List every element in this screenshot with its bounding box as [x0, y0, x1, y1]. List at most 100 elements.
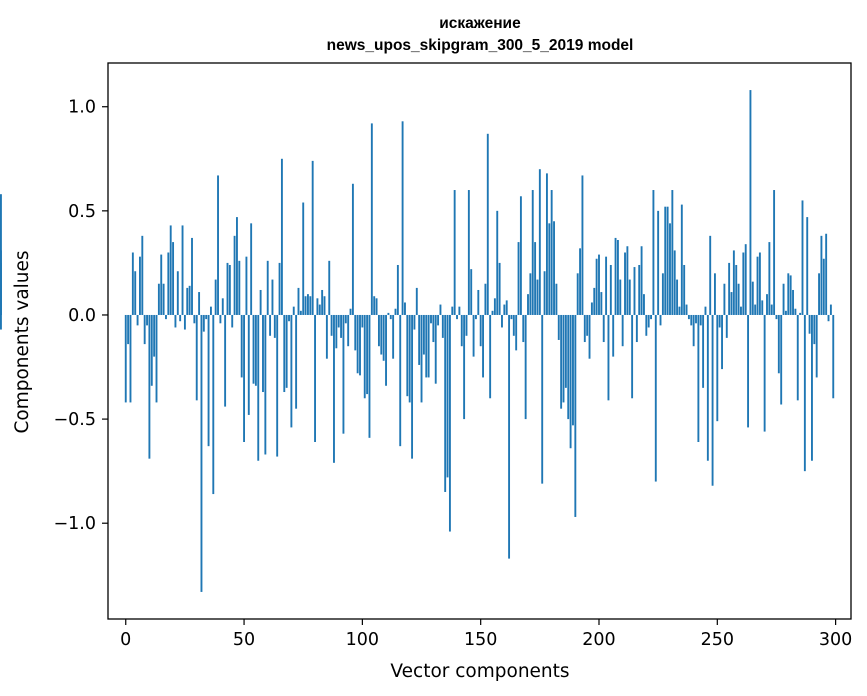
bar-9 — [146, 314, 148, 326]
bar-7 — [141, 235, 144, 315]
bar-219 — [643, 294, 645, 315]
bar-41 — [221, 298, 224, 315]
bar-66 — [280, 158, 283, 315]
bar-54 — [252, 314, 255, 384]
bar-124 — [418, 314, 421, 365]
bar-50 — [243, 314, 245, 442]
bar-213 — [628, 279, 631, 315]
bar-19 — [169, 225, 172, 315]
bar-245 — [704, 306, 707, 315]
bar-21 — [174, 314, 177, 328]
bar-281 — [789, 275, 792, 315]
bar-247 — [709, 235, 712, 315]
bar-93 — [344, 314, 347, 324]
bar-31 — [198, 292, 201, 315]
bar-280 — [787, 273, 790, 315]
bar-296 — [825, 233, 828, 315]
x-axis-ticks: 0 50 100 150 200 250 300 — [120, 619, 852, 650]
bar-162 — [508, 314, 511, 559]
bar-297 — [827, 314, 830, 322]
bar-83 — [321, 289, 324, 315]
bar-253 — [723, 283, 726, 315]
bar-287 — [803, 314, 806, 472]
bar-78 — [309, 296, 312, 315]
bar-264 — [749, 90, 752, 315]
bar-263 — [747, 314, 750, 428]
bar-226 — [659, 314, 662, 326]
bar-259 — [737, 283, 740, 315]
bar-3 — [131, 252, 134, 315]
bar-210 — [621, 314, 624, 347]
bar-234 — [678, 306, 681, 315]
bar-221 — [647, 314, 650, 328]
bar-262 — [744, 244, 747, 315]
bar-274 — [773, 190, 776, 315]
bar-110 — [385, 314, 387, 386]
bar-116 — [399, 314, 402, 447]
bar-73 — [297, 287, 300, 315]
bar-63 — [273, 314, 276, 338]
bar-224 — [654, 314, 657, 482]
bar-105 — [373, 296, 376, 315]
bar-27 — [188, 285, 191, 315]
bar-200 — [598, 254, 600, 315]
bar-250 — [716, 314, 719, 422]
bar-239 — [690, 314, 693, 326]
x-tick-label: 250 — [701, 630, 734, 650]
bar-142 — [460, 314, 463, 347]
bar-44 — [228, 264, 231, 315]
bar-56 — [257, 314, 260, 461]
bar-191 — [576, 273, 579, 315]
bar-217 — [638, 264, 641, 315]
bar-35 — [207, 314, 210, 447]
bar-248 — [711, 314, 714, 486]
bar-216 — [635, 314, 638, 343]
bar-257 — [732, 250, 735, 315]
bar-99 — [359, 314, 361, 376]
bar-43 — [226, 262, 229, 315]
bar-214 — [631, 314, 634, 399]
bar-131 — [434, 314, 437, 384]
bar-167 — [519, 196, 522, 315]
bar-59 — [264, 314, 267, 455]
bar-279 — [784, 310, 787, 315]
bar-153 — [486, 133, 489, 315]
bar-42 — [224, 314, 227, 407]
x-tick-label: 100 — [346, 630, 379, 650]
bar-77 — [307, 294, 309, 315]
bar-294 — [820, 235, 823, 315]
bar-0 — [124, 314, 127, 403]
bar-45 — [231, 314, 234, 328]
bar-60 — [266, 260, 269, 315]
bar-182 — [555, 283, 558, 315]
bar-254 — [725, 314, 728, 338]
bar-137 — [448, 314, 451, 532]
bar-220 — [645, 314, 648, 336]
bar-128 — [427, 314, 430, 378]
bar-173 — [534, 242, 537, 315]
bar-71 — [292, 306, 295, 315]
bar-169 — [524, 314, 527, 420]
y-axis-ticks: −1.0 −0.5 0.0 0.5 1.0 — [54, 98, 108, 534]
bar-146 — [470, 269, 473, 315]
bar-103 — [368, 314, 371, 438]
y-tick-label: 0.5 — [68, 202, 96, 222]
bar-187 — [567, 314, 570, 420]
bar-222 — [650, 314, 652, 320]
bar-202 — [602, 314, 605, 343]
bar-57 — [259, 289, 262, 315]
bar-166 — [517, 242, 520, 315]
bar-218 — [640, 246, 643, 315]
bar-132 — [437, 314, 440, 326]
bar-235 — [680, 204, 683, 315]
bar-8 — [143, 314, 146, 345]
bar-163 — [510, 314, 513, 320]
bar-90 — [337, 314, 340, 328]
bar-156 — [493, 298, 496, 315]
bar-215 — [633, 267, 636, 315]
bar-82 — [318, 304, 321, 315]
bar-109 — [382, 314, 385, 361]
bar-33 — [202, 314, 205, 332]
bar-115 — [396, 264, 399, 315]
x-tick-label: 150 — [464, 630, 497, 650]
